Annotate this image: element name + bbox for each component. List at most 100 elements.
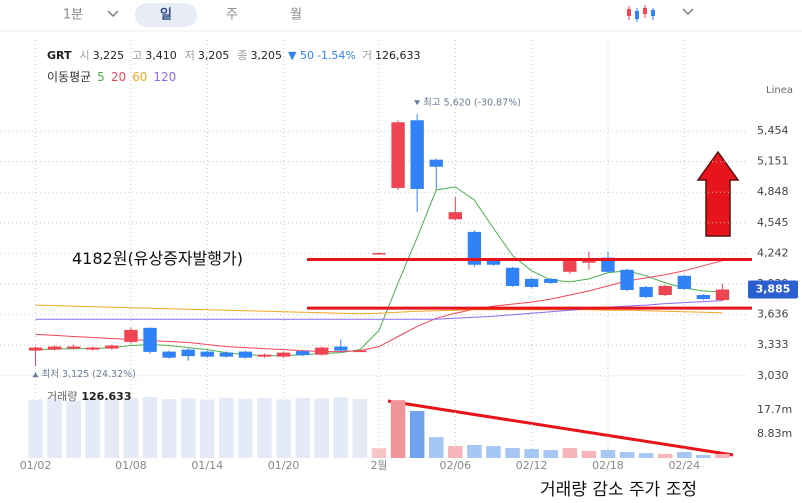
- volume-tick-label: 8.83m: [757, 427, 792, 440]
- volume-bar: [486, 446, 501, 458]
- candle-body: [486, 259, 501, 265]
- volume-bar: [543, 450, 558, 458]
- candle-body: [105, 345, 119, 349]
- info-line: GRT 시 3,225 고 3,410 저 3,205 종 3,205 ▼ 50 -1.54% 거 12…: [47, 49, 421, 62]
- volume-trend-line: [387, 399, 734, 457]
- legend-entry: 5: [97, 70, 105, 84]
- candle-body: [372, 253, 386, 255]
- low-label: 최저 3,125 (24.32%): [42, 369, 136, 380]
- x-tick-label: 01/02: [20, 459, 52, 472]
- candle-body: [124, 329, 138, 342]
- candle-body: [219, 352, 234, 357]
- volume-bar: [581, 450, 597, 458]
- x-tick-label: 2월: [370, 459, 387, 472]
- x-tick-label: 01/14: [191, 459, 223, 472]
- dropdown-icon[interactable]: [682, 8, 694, 15]
- y-tick-label: 4,848: [757, 185, 789, 198]
- volume-tick-label: 17.7m: [757, 403, 792, 416]
- info-label: 저: [185, 49, 195, 62]
- volume-bar: [180, 398, 196, 458]
- volume-bar: [638, 453, 654, 458]
- candle-body: [544, 278, 558, 283]
- candle-body: [563, 259, 577, 272]
- candle-body: [524, 278, 539, 287]
- volume-bar: [600, 449, 616, 458]
- info-value: 3,225: [93, 49, 125, 62]
- candle-body: [639, 286, 653, 298]
- y-tick-label: 4,545: [757, 216, 789, 229]
- tab[interactable]: 일: [160, 8, 172, 23]
- volume-latest: 126.633: [81, 390, 131, 403]
- candle-body: [181, 349, 195, 357]
- candle-body: [696, 295, 711, 300]
- volume-bar: [390, 400, 406, 458]
- chart-type-icon[interactable]: [627, 5, 655, 22]
- candle-body: [620, 269, 634, 290]
- y-tick-label: 3,636: [757, 308, 789, 321]
- volume-bar: [123, 398, 139, 458]
- x-tick-label: 01/20: [268, 459, 300, 472]
- y-tick-label: 5,454: [757, 124, 789, 137]
- volume-title: 거래량: [47, 390, 77, 403]
- volume-bar: [524, 449, 539, 458]
- info-value: 126,633: [375, 49, 421, 62]
- info-value: 3,410: [145, 49, 177, 62]
- volume-bar: [467, 444, 482, 458]
- legend: 이동평균 5 20 60 120: [47, 70, 176, 84]
- x-tick-label: 02/12: [516, 459, 548, 472]
- candle-body: [334, 346, 348, 351]
- candle-body: [276, 352, 291, 357]
- tab-selected-bg: [135, 3, 197, 27]
- annotation-label: 4182원(유상증자발행가): [72, 249, 243, 268]
- tab[interactable]: 1분: [63, 8, 83, 23]
- up-arrow: [696, 150, 740, 237]
- volume-bar: [562, 447, 578, 458]
- info-label: 거: [362, 49, 372, 62]
- candle-body: [353, 350, 367, 353]
- volume-bar: [505, 447, 520, 458]
- volume-bar: [66, 400, 81, 458]
- legend-title: 이동평균: [47, 70, 91, 84]
- candle-body: [467, 231, 482, 265]
- candle-body: [86, 347, 100, 350]
- candle-body: [448, 212, 463, 220]
- info-change-pct: -1.54%: [317, 49, 356, 62]
- dropdown-icon[interactable]: [107, 10, 119, 17]
- candle-body: [505, 267, 520, 286]
- tab[interactable]: 주: [226, 8, 238, 23]
- candle-body: [582, 260, 596, 263]
- candle-body: [295, 351, 310, 356]
- scale-label[interactable]: Linea: [766, 85, 793, 96]
- candle-body: [162, 351, 176, 358]
- tab[interactable]: 월: [290, 8, 302, 23]
- volume-bar: [352, 399, 368, 458]
- candle-body: [658, 285, 672, 296]
- volume-bar: [28, 399, 43, 458]
- ma-line: [35, 304, 723, 315]
- x-tick-label: 02/18: [592, 459, 624, 472]
- volume-bar: [314, 398, 330, 458]
- volume-bar: [85, 397, 101, 458]
- info-change: ▼ 50: [288, 49, 314, 62]
- info-label: 종: [237, 49, 247, 62]
- candle-body: [715, 289, 730, 301]
- x-tick-label: 02/24: [668, 459, 700, 472]
- candle-body: [200, 351, 214, 357]
- candle-body: [67, 346, 81, 349]
- candle-body: [238, 351, 253, 358]
- volume-bar: [219, 397, 234, 458]
- volume-bar: [715, 453, 730, 458]
- volume-bar: [47, 398, 62, 458]
- volume-bar: [677, 452, 692, 458]
- candle-body: [28, 347, 43, 351]
- legend-entry: 20: [111, 70, 126, 84]
- volume-bar: [371, 448, 387, 458]
- x-tick-label: 02/06: [439, 459, 471, 472]
- volume-bar: [161, 399, 177, 458]
- high-label: 최고 5,620 (-30.87%): [423, 98, 521, 109]
- y-tick-label: 5,151: [757, 155, 789, 168]
- candle-body: [601, 257, 615, 272]
- volume-bar: [619, 452, 635, 458]
- y-tick-label: 3,030: [757, 369, 789, 382]
